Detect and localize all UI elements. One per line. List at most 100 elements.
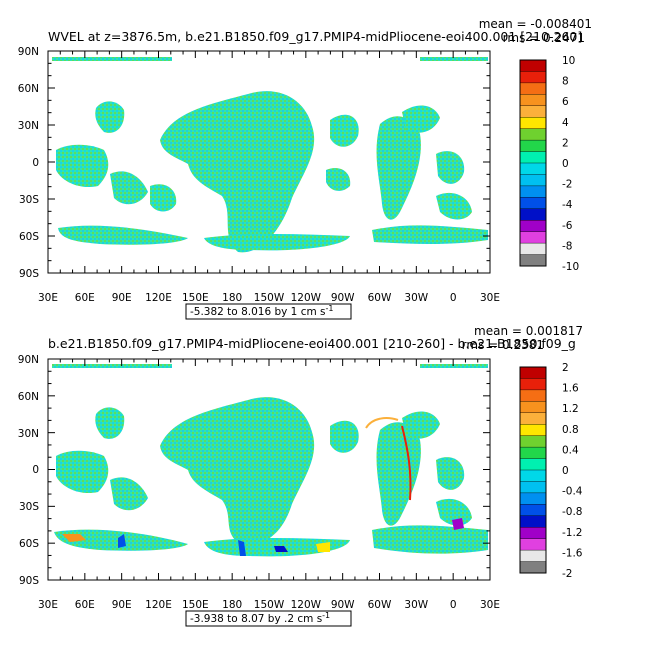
colorbar-swatch [519,185,547,198]
colorbar-swatch [519,378,547,391]
colorbar-label: 2 [562,362,569,374]
xtick-label: 60E [75,292,95,304]
ytick-label: 30S [19,501,39,513]
colorbar-swatch [519,151,547,164]
colorbar-label: 6 [562,96,569,108]
xtick-label: 30W [404,292,428,304]
colorbar-swatch [519,515,547,528]
ytick-label: 90N [18,46,39,58]
ytick-label: 30N [18,428,39,440]
colorbar-swatch [519,220,547,233]
colorbar-label: -2 [562,179,572,191]
xtick-label: 30E [480,292,500,304]
caption-text: -3.938 to 8.07 by .2 cm s [190,613,322,625]
colorbar-label: 8 [562,76,569,88]
colorbar-swatch [519,71,547,84]
colorbar-swatch [519,94,547,107]
ytick-label: 60S [19,538,39,550]
xtick-label: 180 [222,292,242,304]
colorbar-swatch [519,401,547,414]
ytick-label: 90N [18,354,39,366]
panel-2-rms: rms = 0.2381 [462,338,544,352]
colorbar-label: 10 [562,55,575,67]
panel-1-colorbar: 10 8 6 4 2 0 -2 -4 -6 -8 -10 [519,55,579,273]
panel-2-field [52,364,488,557]
xtick-label: 30E [38,599,58,611]
xtick-label: 150W [254,599,285,611]
colorbar-label: 0 [562,158,569,170]
colorbar-label: -1.2 [562,527,583,539]
colorbar-swatch [519,446,547,460]
panel-1-tick-marks [47,50,491,274]
colorbar-swatch [519,481,547,494]
colorbar-label: 2 [562,137,569,149]
colorbar-label: 0 [562,465,569,477]
colorbar-swatch [519,82,547,95]
xtick-label: 60W [368,292,392,304]
colorbar-label: -1.6 [562,547,583,559]
colorbar-swatch [519,197,547,210]
panel-2-caption-text: -3.938 to 8.07 by .2 cm s-1 [190,611,330,625]
xtick-label: 120E [145,599,172,611]
colorbar-swatch [519,128,547,141]
panel-2-caption-box [185,610,352,627]
xtick-label: 30E [480,599,500,611]
ytick-label: 90S [19,575,39,587]
xtick-label: 60E [75,599,95,611]
caption-unit-exponent: -1 [326,304,334,313]
caption-unit-exponent: -1 [322,611,330,620]
panel-1-xticks: 30E 60E 90E 120E 150E 180 150W 120W 90W … [38,292,500,304]
colorbar-label: -0.4 [562,486,583,498]
colorbar-label: 0.4 [562,444,579,456]
colorbar-swatch [519,242,547,256]
colorbar-label: -10 [562,261,579,273]
xtick-label: 120W [291,292,322,304]
colorbar-swatch [519,105,547,118]
colorbar-swatch [519,174,547,187]
ytick-label: 60N [18,391,39,403]
colorbar-swatch [519,527,547,540]
colorbar-swatch [519,412,547,425]
panel-2-colorbar: 2 1.6 1.2 0.8 0.4 0 -0.4 -0.8 -1.2 -1.6 -2 [519,362,583,580]
colorbar-label: 4 [562,117,569,129]
xtick-label: 30W [404,599,428,611]
xtick-label: 0 [450,599,457,611]
panel-2-xticks: 30E 60E 90E 120E 150E 180 150W 120W 90W … [38,599,500,611]
panel-1-yticks: 90N 60N 30N 0 30S 60S 90S [18,46,40,280]
colorbar-swatch [519,162,547,175]
colorbar-swatch [519,254,547,267]
xtick-label: 180 [222,599,242,611]
ytick-label: 0 [32,464,39,476]
panel-1-caption-box [185,303,352,320]
panel-1-caption-text: -5.382 to 8.016 by 1 cm s-1 [190,304,334,318]
xtick-label: 120E [145,292,172,304]
colorbar-swatch [519,504,547,517]
panel-1: WVEL at z=3876.5m, b.e21.B1850.f09_g17.P… [18,17,592,320]
colorbar-label: 1.2 [562,403,579,415]
panel-1-title: WVEL at z=3876.5m, b.e21.B1850.f09_g17.P… [48,29,582,44]
panel-1-field [52,57,488,253]
panel-2-yticks: 90N 60N 30N 0 30S 60S 90S [18,354,40,587]
colorbar-swatch [519,538,547,551]
colorbar-swatch [519,549,547,563]
panel-1-rms: rms = 0.2471 [503,31,585,45]
colorbar-label: 1.6 [562,383,579,395]
panel-2-caption: -3.938 to 8.07 by .2 cm s-1 [185,610,352,627]
colorbar-swatch [519,208,547,221]
colorbar-label: -6 [562,220,573,232]
panel-2-title: b.e21.B1850.f09_g17.PMIP4-midPliocene-eo… [48,336,576,351]
panel-2-tick-marks [47,358,491,581]
colorbar-swatch [519,139,547,153]
xtick-label: 150E [182,292,209,304]
colorbar-frame [519,366,547,574]
xtick-label: 30E [38,292,58,304]
panel-1-mean: mean = -0.008401 [479,17,592,31]
ytick-label: 60N [18,83,39,95]
colorbar-swatch [519,469,547,482]
colorbar-swatch [519,458,547,471]
colorbar-label: 0.8 [562,424,579,436]
xtick-label: 90W [331,599,355,611]
colorbar-swatch [519,389,547,402]
ytick-label: 0 [32,157,39,169]
